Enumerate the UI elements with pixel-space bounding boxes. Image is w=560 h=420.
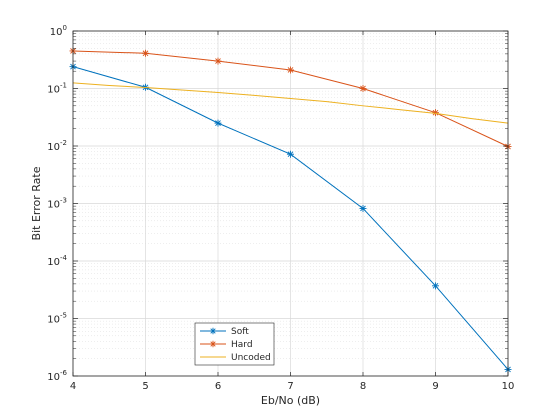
data-point	[287, 150, 294, 158]
x-tick-label: 5	[142, 381, 148, 392]
data-point	[142, 49, 149, 57]
y-tick-label: 10-6	[47, 369, 67, 383]
x-tick-label: 6	[215, 381, 221, 392]
data-point	[287, 66, 294, 74]
axis-ticks	[72, 30, 509, 377]
x-tick-label: 7	[287, 381, 293, 392]
data-point	[432, 282, 439, 290]
legend-label: Uncoded	[231, 353, 271, 363]
x-tick-label: 10	[502, 381, 515, 392]
series-line-uncoded	[72, 82, 509, 124]
legend-item-uncoded: Uncoded	[200, 353, 271, 363]
y-axis-label: Bit Error Rate	[30, 166, 43, 240]
x-tick-label: 9	[432, 381, 438, 392]
legend-label: Soft	[231, 327, 249, 337]
y-tick-label: 10-3	[47, 197, 67, 211]
y-tick-label: 10-4	[47, 254, 67, 268]
data-point	[359, 204, 367, 212]
legend-label: Hard	[231, 340, 253, 350]
y-tick-label: 10-1	[47, 82, 67, 96]
data-point	[209, 327, 217, 335]
data-point	[214, 57, 222, 65]
x-axis-label: Eb/No (dB)	[261, 394, 320, 407]
y-tick-label: 10-5	[47, 312, 67, 326]
legend: Soft Hard Uncoded	[194, 322, 275, 366]
data-point	[359, 85, 367, 92]
y-tick-label: 100	[50, 24, 67, 38]
data-point	[214, 119, 222, 127]
series-hard	[69, 47, 512, 151]
x-tick-label: 4	[70, 381, 76, 392]
legend-item-hard: Hard	[200, 340, 253, 350]
series-uncoded	[72, 82, 509, 124]
y-tick-label: 10-2	[47, 139, 67, 153]
data-point	[209, 340, 217, 348]
x-tick-label: 8	[360, 381, 366, 392]
tick-labels: 4 5 6 7 8 9 10 100 10-1 10-2 10-3 10-4 10-5 10-6	[47, 24, 514, 392]
legend-item-soft: Soft	[200, 327, 249, 337]
